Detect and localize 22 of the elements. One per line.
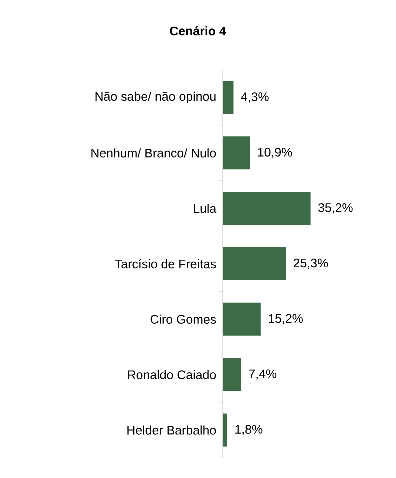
y-tick-label: Helder Barbalho [128, 426, 216, 435]
chart-title: Cenário 4 [170, 26, 226, 36]
bar [223, 358, 242, 392]
y-tick-label: Tarcísio de Freitas [115, 259, 216, 269]
y-tick-label: Ciro Gomes [150, 314, 216, 324]
y-tick-label: Não sabe/ não opinou [96, 92, 216, 104]
data-label: 15,2% [269, 314, 303, 325]
bar [223, 414, 228, 447]
data-label: 10,9% [258, 148, 292, 158]
bar [223, 302, 261, 336]
data-label: 7,4% [249, 370, 277, 380]
y-tick-label: Ronaldo Caiado [128, 370, 216, 380]
data-label: 4,3% [241, 92, 269, 103]
y-tick-label: Lula [194, 204, 217, 214]
bar [223, 192, 311, 226]
bar [223, 248, 286, 281]
data-label: 1,8% [236, 425, 263, 436]
bar [223, 136, 250, 170]
y-tick-label: Nenhum/ Branco/ Nulo [92, 148, 216, 158]
data-label: 25,3% [294, 258, 328, 270]
bar [223, 81, 234, 114]
data-label: 35,2% [318, 203, 353, 214]
